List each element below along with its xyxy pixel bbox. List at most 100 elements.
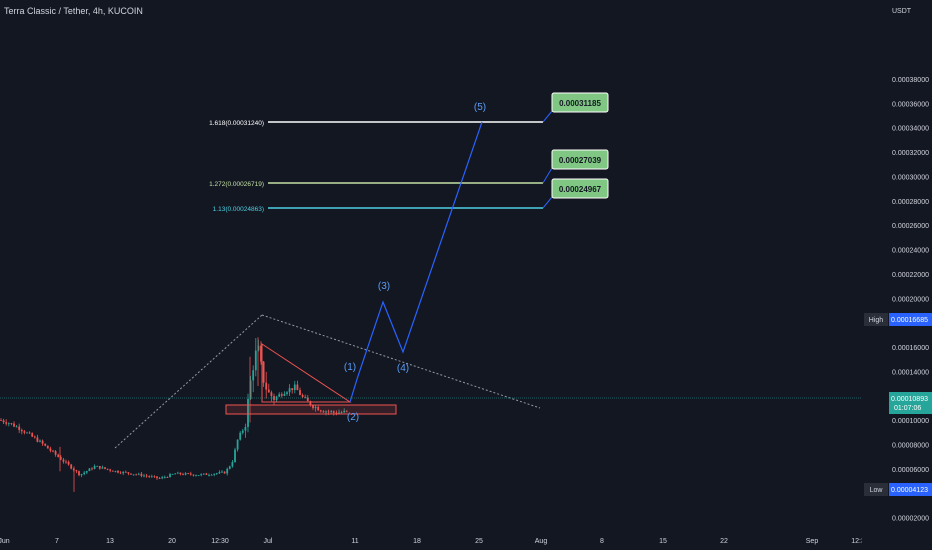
candle-body [234,449,236,463]
target-price-text: 0.00031185 [559,99,601,108]
candle-body [192,474,195,476]
y-tick-label: 0.00020000 [892,296,929,303]
candle-body [239,432,242,440]
candle-body [49,448,52,451]
candle-body [280,394,283,396]
candle-body [288,388,291,393]
wave-label: (5) [474,102,486,113]
x-tick-label: Sep [806,538,819,545]
wave-label: (1) [344,362,356,373]
candle-body [150,476,153,478]
elliott-wave-path [349,121,483,403]
candle-body [247,398,249,427]
candle-body [270,392,273,397]
candle-body [114,470,117,472]
candle-body [91,468,93,470]
wave-label: (3) [378,281,390,292]
candle-body [7,423,10,425]
x-tick-label: 11 [351,538,358,545]
candle-body [39,440,41,442]
falling-dotted-trendline [261,314,541,409]
candle-body [106,468,109,470]
candle-body [202,473,205,475]
axis-unit-label: USDT [892,8,912,15]
candle-body [343,410,346,413]
fib-level-label: 1.13(0.00024863) [213,206,264,213]
candle-body [241,430,244,433]
high-value: 0.00016685 [891,317,928,324]
candle-body [78,471,80,476]
candle-body [13,423,15,427]
candle-body [122,471,125,474]
candle-body [70,464,73,469]
candle-body [57,454,60,457]
target-price-box[interactable] [551,149,609,170]
low-value-badge [889,483,932,496]
low-tag-badge [864,483,888,496]
candle-body [137,473,140,475]
candle-body [93,466,96,469]
high-value-badge [889,313,932,326]
x-tick-label: 12:30 [851,538,869,545]
candle-body [314,407,317,409]
candle-body [221,471,223,473]
candle-body [208,474,210,476]
y-tick-label: 0.00028000 [892,199,929,206]
y-tick-label: 0.00038000 [892,77,929,84]
candle-body [80,474,83,476]
candle-body [283,393,286,396]
fib-levels-layer: 1.618(0.00031240) 0.00031185 1.272(0.00026… [209,92,609,213]
target-price-box[interactable] [551,92,609,113]
y-tick-label: 0.00034000 [892,126,929,133]
candle-body [52,450,54,452]
candle-body [15,426,18,428]
target-callout-pointer [542,110,553,123]
candle-body [153,476,156,478]
candle-body [325,411,327,413]
candle-body [119,472,122,474]
candle-body [262,361,265,383]
x-tick-label: 8 [600,538,604,545]
candle-body [267,389,270,393]
candle-body [319,410,322,412]
y-tick-label: 0.00024000 [892,248,929,255]
candle-body [210,474,213,476]
candle-body [197,475,200,476]
candle-body [31,433,34,437]
y-tick-label: 0.00010000 [892,418,929,425]
support-zone-box [225,404,397,415]
target-price-box[interactable] [551,178,609,199]
candle-body [135,474,138,476]
candle-body [184,473,187,475]
x-tick-label: 20 [168,538,176,545]
x-tick-label: Aug [535,538,548,545]
candle-body [265,382,268,390]
candle-body [236,439,239,450]
high-tag-label: High [869,317,884,324]
candle-body [88,468,91,472]
candle-body [322,411,325,413]
candle-body [20,429,23,432]
candle-body [148,476,151,477]
x-tick-label: 7 [55,538,59,545]
candle-body [174,473,177,475]
x-tick-label: 25 [475,538,483,545]
candle-body [200,474,203,476]
candle-body [169,474,171,478]
y-tick-label: 0.00036000 [892,101,929,108]
candle-body [163,477,166,478]
candle-body [312,405,314,409]
candle-body [83,472,86,475]
candle-body [67,461,70,465]
fib-level-label: 1.618(0.00031240) [209,120,264,127]
candle-body [101,467,104,469]
candle-body [335,412,338,414]
candle-body [223,471,226,474]
candle-body [143,475,145,477]
candle-body [130,473,132,475]
candle-body [213,473,216,475]
candle-body [309,401,312,406]
candle-body [252,370,255,381]
